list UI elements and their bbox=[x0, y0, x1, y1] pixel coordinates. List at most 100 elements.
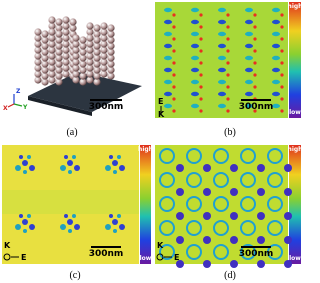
hotspot bbox=[199, 85, 203, 89]
sphere bbox=[72, 70, 80, 78]
caption: (c) bbox=[69, 270, 80, 281]
hotspot bbox=[267, 220, 283, 236]
hotspot bbox=[245, 79, 253, 85]
colorbar bbox=[289, 2, 301, 118]
hotspot bbox=[176, 260, 184, 268]
sphere bbox=[100, 40, 108, 48]
sphere bbox=[93, 42, 101, 50]
sphere bbox=[93, 66, 101, 74]
scale-label: 300nm bbox=[239, 249, 274, 259]
hotspot bbox=[22, 219, 28, 225]
sphere bbox=[93, 78, 101, 86]
sphere bbox=[62, 28, 70, 36]
colorbar-high: high bbox=[288, 146, 303, 153]
axis-label: K bbox=[157, 241, 164, 250]
hotspot bbox=[191, 55, 199, 61]
sphere bbox=[86, 46, 94, 54]
hotspot bbox=[172, 109, 176, 113]
colorbar bbox=[289, 145, 301, 264]
hotspot bbox=[199, 37, 203, 41]
hotspot bbox=[29, 224, 35, 230]
hotspot bbox=[267, 148, 283, 164]
sphere bbox=[79, 36, 87, 44]
sphere bbox=[41, 60, 49, 68]
hotspot bbox=[176, 164, 184, 172]
hotspot bbox=[245, 67, 253, 73]
hotspot bbox=[226, 49, 230, 53]
hotspot bbox=[280, 85, 284, 89]
hotspot bbox=[218, 91, 226, 97]
hotspot bbox=[253, 109, 257, 113]
sphere bbox=[48, 40, 56, 48]
hotspot bbox=[199, 109, 203, 113]
sphere bbox=[72, 34, 80, 42]
sphere bbox=[48, 46, 56, 54]
hotspot bbox=[164, 31, 172, 37]
hotspot bbox=[226, 25, 230, 29]
axis-label: E bbox=[174, 253, 179, 262]
hotspot bbox=[191, 7, 199, 13]
sphere bbox=[55, 78, 63, 86]
axis-label: Y bbox=[22, 104, 28, 111]
hotspot bbox=[272, 19, 280, 25]
hotspot bbox=[280, 61, 284, 65]
hotspot bbox=[218, 31, 226, 37]
sphere bbox=[48, 64, 56, 72]
hotspot bbox=[226, 37, 230, 41]
hotspot bbox=[272, 103, 280, 109]
hotspot bbox=[186, 196, 202, 212]
hotspot bbox=[19, 214, 23, 218]
hotspot bbox=[280, 97, 284, 101]
hotspot bbox=[280, 73, 284, 77]
hotspot bbox=[159, 220, 175, 236]
sphere bbox=[62, 34, 70, 42]
sphere bbox=[107, 36, 115, 44]
sphere bbox=[107, 60, 115, 68]
panel-b: high low 300nm EK bbox=[155, 2, 302, 119]
hotspot bbox=[230, 188, 238, 196]
sphere bbox=[107, 48, 115, 56]
hotspot bbox=[105, 224, 111, 230]
hotspot bbox=[284, 188, 292, 196]
sphere bbox=[41, 42, 49, 50]
hotspot bbox=[199, 13, 203, 17]
hotspot bbox=[164, 67, 172, 73]
hotspot bbox=[23, 170, 27, 174]
sphere bbox=[48, 22, 56, 30]
hotspot bbox=[29, 165, 35, 171]
hotspot bbox=[27, 214, 31, 218]
hotspot bbox=[68, 229, 72, 233]
axis-label: X bbox=[3, 105, 8, 112]
sphere bbox=[72, 52, 80, 60]
hotspot bbox=[257, 188, 265, 196]
scale-label: 300nm bbox=[89, 249, 124, 259]
hotspot bbox=[68, 170, 72, 174]
sphere bbox=[41, 36, 49, 44]
hotspot bbox=[213, 196, 229, 212]
hotspot bbox=[218, 19, 226, 25]
hotspot bbox=[64, 214, 68, 218]
hotspot bbox=[213, 148, 229, 164]
sphere bbox=[41, 72, 49, 80]
sphere bbox=[34, 52, 42, 60]
sphere bbox=[48, 16, 56, 24]
hotspot bbox=[245, 91, 253, 97]
hotspot bbox=[112, 160, 118, 166]
sphere bbox=[72, 46, 80, 54]
hotspot bbox=[186, 244, 202, 260]
hotspot bbox=[280, 13, 284, 17]
axis-into bbox=[156, 253, 164, 261]
hotspot bbox=[119, 224, 125, 230]
hotspot bbox=[257, 236, 265, 244]
hotspot bbox=[245, 7, 253, 13]
colorbar-high: high bbox=[138, 146, 153, 153]
hotspot bbox=[64, 155, 68, 159]
sphere bbox=[41, 48, 49, 56]
scale-label: 300nm bbox=[89, 102, 124, 112]
hotspot bbox=[164, 79, 172, 85]
sphere bbox=[34, 70, 42, 78]
hotspot bbox=[272, 7, 280, 13]
sphere bbox=[100, 52, 108, 60]
sphere bbox=[93, 30, 101, 38]
